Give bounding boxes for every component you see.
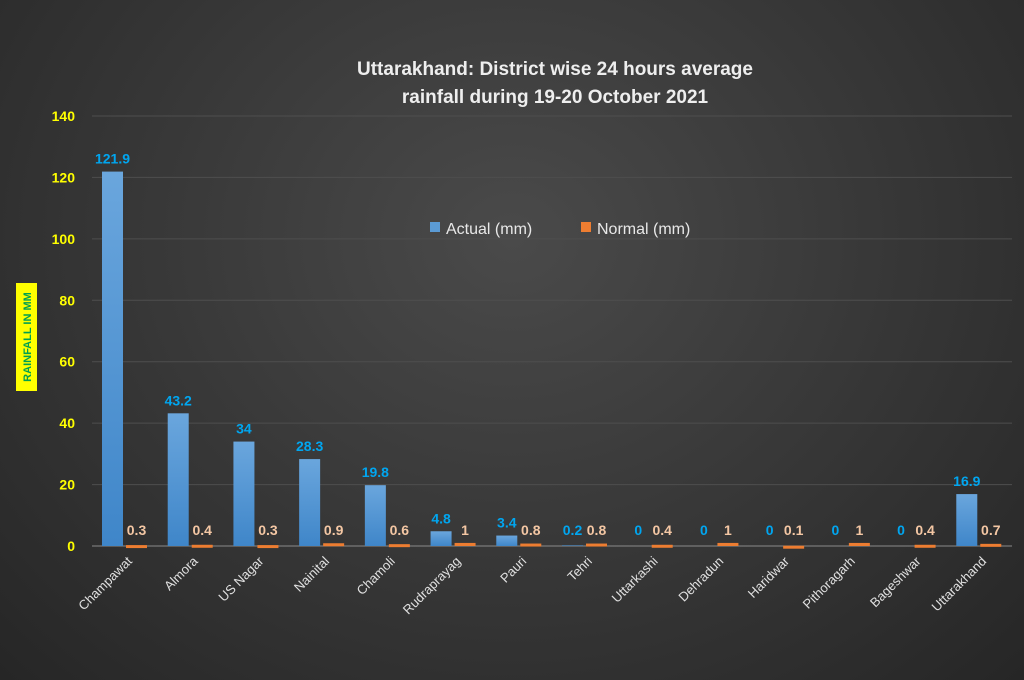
x-tick-label: Uttarakhand [929,554,990,615]
y-axis-label: RAINFALL IN MM [22,292,34,382]
x-tick-label: Chamoli [354,553,398,597]
bar-actual [562,545,583,546]
bar-actual [233,441,255,546]
x-tick-label: Pauri [497,553,529,585]
data-label-actual: 0.2 [563,522,583,538]
x-tick-label: Bageshwar [867,553,924,610]
data-label-actual: 28.3 [296,438,323,454]
legend-swatch-normal [581,222,591,232]
data-label-normal: 1 [855,522,863,538]
bar-actual [299,459,321,546]
bar-normal [126,545,147,549]
data-label-normal: 1 [461,522,469,538]
x-tick-label: Haridwar [745,553,793,601]
y-tick-label: 120 [52,169,76,185]
data-label-actual: 4.8 [431,510,451,526]
bar-normal [717,542,739,546]
bar-actual [956,494,978,546]
data-label-normal: 0.7 [981,522,1001,538]
y-tick-label: 140 [52,108,76,124]
legend-swatch-actual [430,222,440,232]
bar-normal [520,543,542,547]
bar-normal [191,544,213,548]
y-tick-label: 40 [59,415,75,431]
bar-normal [586,543,607,547]
data-label-normal: 0.4 [652,522,672,538]
data-label-actual: 121.9 [95,151,130,167]
data-label-actual: 0 [634,522,642,538]
bar-normal [980,543,1002,547]
data-label-normal: 1 [724,522,732,538]
legend-label-normal: Normal (mm) [597,221,690,238]
y-tick-label: 80 [59,292,75,308]
bar-normal [914,544,936,548]
x-tick-label: Pithoragarh [800,554,858,612]
bar-actual [430,531,452,546]
data-label-actual: 0 [766,522,774,538]
bar-normal [848,542,870,546]
data-label-actual: 16.9 [953,473,980,489]
data-label-actual: 0 [831,522,839,538]
bar-actual [167,413,189,546]
data-label-normal: 0.9 [324,522,344,538]
data-label-normal: 0.6 [390,522,410,538]
data-label-normal: 0.4 [192,522,212,538]
data-label-normal: 0.1 [784,522,804,538]
x-tick-label: US Nagar [215,553,266,604]
y-tick-label: 20 [59,477,75,493]
data-label-actual: 0 [897,522,905,538]
data-label-normal: 0.4 [915,522,935,538]
data-label-actual: 3.4 [497,515,517,531]
bar-normal [257,545,279,549]
bar-normal [388,544,410,548]
data-label-normal: 0.3 [258,522,278,538]
data-label-actual: 34 [236,421,252,437]
x-tick-label: Tehri [564,553,595,584]
x-tick-label: Dehradun [675,554,726,605]
y-axis-title: RAINFALL IN MM [16,283,37,391]
data-label-actual: 43.2 [165,392,192,408]
x-tick-label: Nainital [291,553,332,594]
bar-normal [323,543,345,547]
x-tick-label: Almora [161,553,201,593]
chart-title-line-1: Uttarakhand: District wise 24 hours aver… [357,59,753,80]
chart-title-line-2: rainfall during 19-20 October 2021 [402,87,709,108]
bar-actual [364,485,386,546]
bar-actual [102,171,123,547]
legend: Actual (mm) Normal (mm) [430,221,690,238]
x-tick-label: Uttarkashi [609,553,661,605]
data-label-normal: 0.8 [521,522,541,538]
data-label-actual: 0 [700,522,708,538]
bar-normal [783,545,805,549]
y-tick-label: 60 [59,354,75,370]
legend-label-actual: Actual (mm) [446,221,532,238]
data-label-normal: 0.8 [587,522,607,538]
bar-normal [454,542,476,546]
bar-actual [496,535,518,546]
y-tick-label: 0 [67,538,75,554]
data-label-normal: 0.3 [127,522,147,538]
x-tick-label: Champawat [75,553,135,613]
y-tick-label: 100 [52,231,76,247]
x-tick-label: Rudraprayag [400,554,464,618]
bar-normal [651,544,673,548]
data-label-actual: 19.8 [362,464,389,480]
